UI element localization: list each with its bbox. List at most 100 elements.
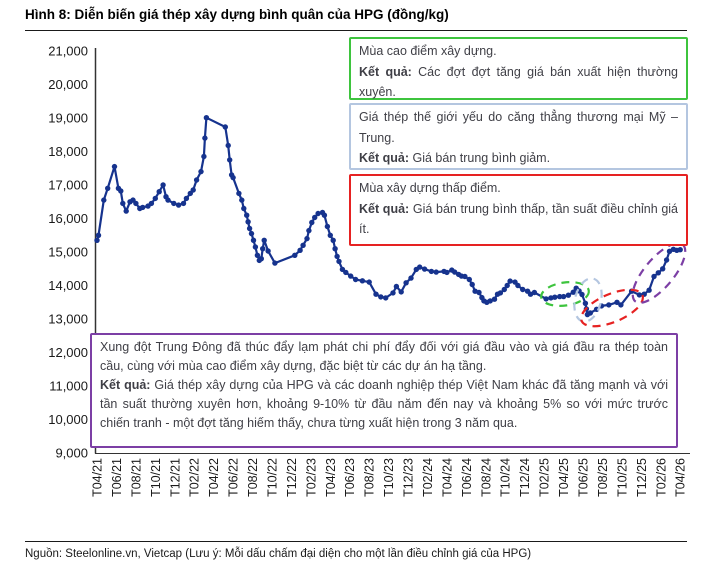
price-dot	[677, 247, 683, 253]
price-dot	[165, 197, 171, 203]
x-axis-label: T10/25	[615, 458, 629, 497]
price-dot	[297, 247, 303, 253]
x-axis-label: T12/25	[635, 458, 649, 497]
price-dot	[241, 205, 247, 212]
price-dot	[225, 142, 231, 149]
price-dot	[140, 204, 146, 211]
price-dot	[663, 257, 670, 263]
price-dot	[343, 269, 349, 276]
price-dot	[120, 200, 126, 207]
y-axis-label: 13,000	[48, 312, 88, 327]
price-dot	[265, 248, 271, 254]
price-dot	[462, 273, 468, 280]
annotation-result: Kết quả: Giá bán trung bình thấp, tần su…	[359, 199, 678, 240]
price-dot	[408, 275, 414, 281]
y-axis-label: 20,000	[48, 77, 88, 92]
figure-title: Hình 8: Diễn biến giá thép xây dựng bình…	[25, 7, 449, 22]
price-dot	[160, 182, 166, 188]
x-axis-label: T06/23	[343, 458, 357, 497]
price-dot	[636, 292, 643, 298]
price-dot	[491, 296, 498, 302]
price-dot	[466, 276, 472, 283]
y-axis-label: 9,000	[55, 446, 88, 461]
x-axis-label: T08/22	[246, 458, 260, 497]
price-dot	[148, 200, 155, 207]
price-dot	[330, 237, 336, 243]
price-dot	[309, 219, 315, 226]
price-dot	[655, 270, 661, 276]
result-label: Kết quả:	[359, 64, 412, 79]
price-dot	[487, 298, 493, 304]
x-axis-label: T02/25	[538, 458, 552, 497]
price-dot	[579, 291, 585, 298]
y-axis-label: 10,000	[48, 412, 88, 427]
x-axis-label: T02/26	[654, 458, 668, 497]
price-dot	[198, 168, 204, 175]
price-dot	[504, 282, 510, 289]
price-dot	[183, 195, 190, 202]
price-dot	[651, 273, 657, 280]
price-dot	[497, 290, 504, 296]
x-axis-label: T06/22	[227, 458, 241, 497]
title-divider	[25, 30, 687, 31]
x-axis-label: T10/22	[265, 458, 279, 497]
y-axis-label: 19,000	[48, 111, 88, 126]
y-axis-label: 12,000	[48, 345, 88, 360]
y-axis-label: 18,000	[48, 144, 88, 159]
x-axis-label: T08/21	[129, 458, 143, 497]
price-dot	[202, 135, 208, 141]
price-dot	[660, 266, 666, 272]
y-axis-label: 17,000	[48, 178, 88, 193]
highlight-ellipse-red	[580, 288, 644, 328]
price-dot	[94, 237, 100, 243]
price-dot	[190, 187, 196, 193]
result-label: Kết quả:	[359, 151, 409, 165]
x-axis-label: T10/23	[382, 458, 396, 497]
y-axis-label: 15,000	[48, 245, 88, 260]
price-dot	[428, 268, 435, 275]
x-axis-label: T08/25	[596, 458, 610, 497]
price-dot	[244, 212, 250, 218]
price-dot	[373, 291, 379, 297]
price-dot	[272, 260, 278, 266]
annotation-intro: Mùa xây dựng thấp điểm.	[359, 181, 501, 195]
price-dot	[236, 190, 242, 197]
result-label: Kết quả:	[100, 378, 151, 392]
price-line-chart: 21,000 20,000 19,000 18,000 17,000 16,000 15,0…	[48, 44, 690, 497]
price-dot	[421, 266, 428, 272]
price-dot	[327, 232, 333, 238]
y-axis-label: 16,000	[48, 211, 88, 226]
source-note: Nguồn: Steelonline.vn, Vietcap (Lưu ý: M…	[25, 548, 532, 560]
price-dot	[582, 300, 589, 306]
x-axis-label: T02/24	[421, 458, 435, 497]
result-label: Kết quả:	[359, 201, 410, 216]
price-dot	[261, 237, 267, 243]
price-dot	[252, 244, 259, 250]
price-dot	[292, 252, 298, 258]
price-dot	[520, 286, 526, 293]
x-axis-label: T04/25	[557, 458, 571, 497]
annotation-box-peak-season: Mùa cao điểm xây dựng. Kết quả: Các đợt …	[349, 37, 688, 100]
price-dot	[306, 227, 312, 234]
x-axis-label: T12/22	[285, 458, 299, 497]
x-axis-label: T12/23	[402, 458, 416, 497]
price-dot	[476, 289, 482, 296]
annotation-intro: Xung đột Trung Đông đã thúc đẩy lạm phát…	[100, 340, 668, 373]
price-dot	[246, 225, 253, 232]
price-dot	[393, 283, 400, 290]
price-dot	[570, 289, 576, 295]
price-dot	[348, 273, 354, 279]
price-dot	[258, 256, 264, 262]
x-axis-label: T04/26	[674, 458, 688, 497]
price-dot	[444, 269, 450, 276]
result-text: Giá bán trung bình thấp, tần suất điều c…	[359, 201, 678, 237]
price-dot	[352, 276, 359, 283]
price-dot	[378, 294, 384, 300]
price-dot	[417, 264, 423, 270]
annotation-result: Kết quả: Giá thép xây dựng của HPG và cá…	[100, 376, 668, 433]
y-axis-label: 14,000	[48, 278, 88, 293]
price-dot	[543, 296, 549, 302]
x-axis-label: T04/21	[91, 458, 105, 497]
price-dot	[227, 157, 233, 163]
